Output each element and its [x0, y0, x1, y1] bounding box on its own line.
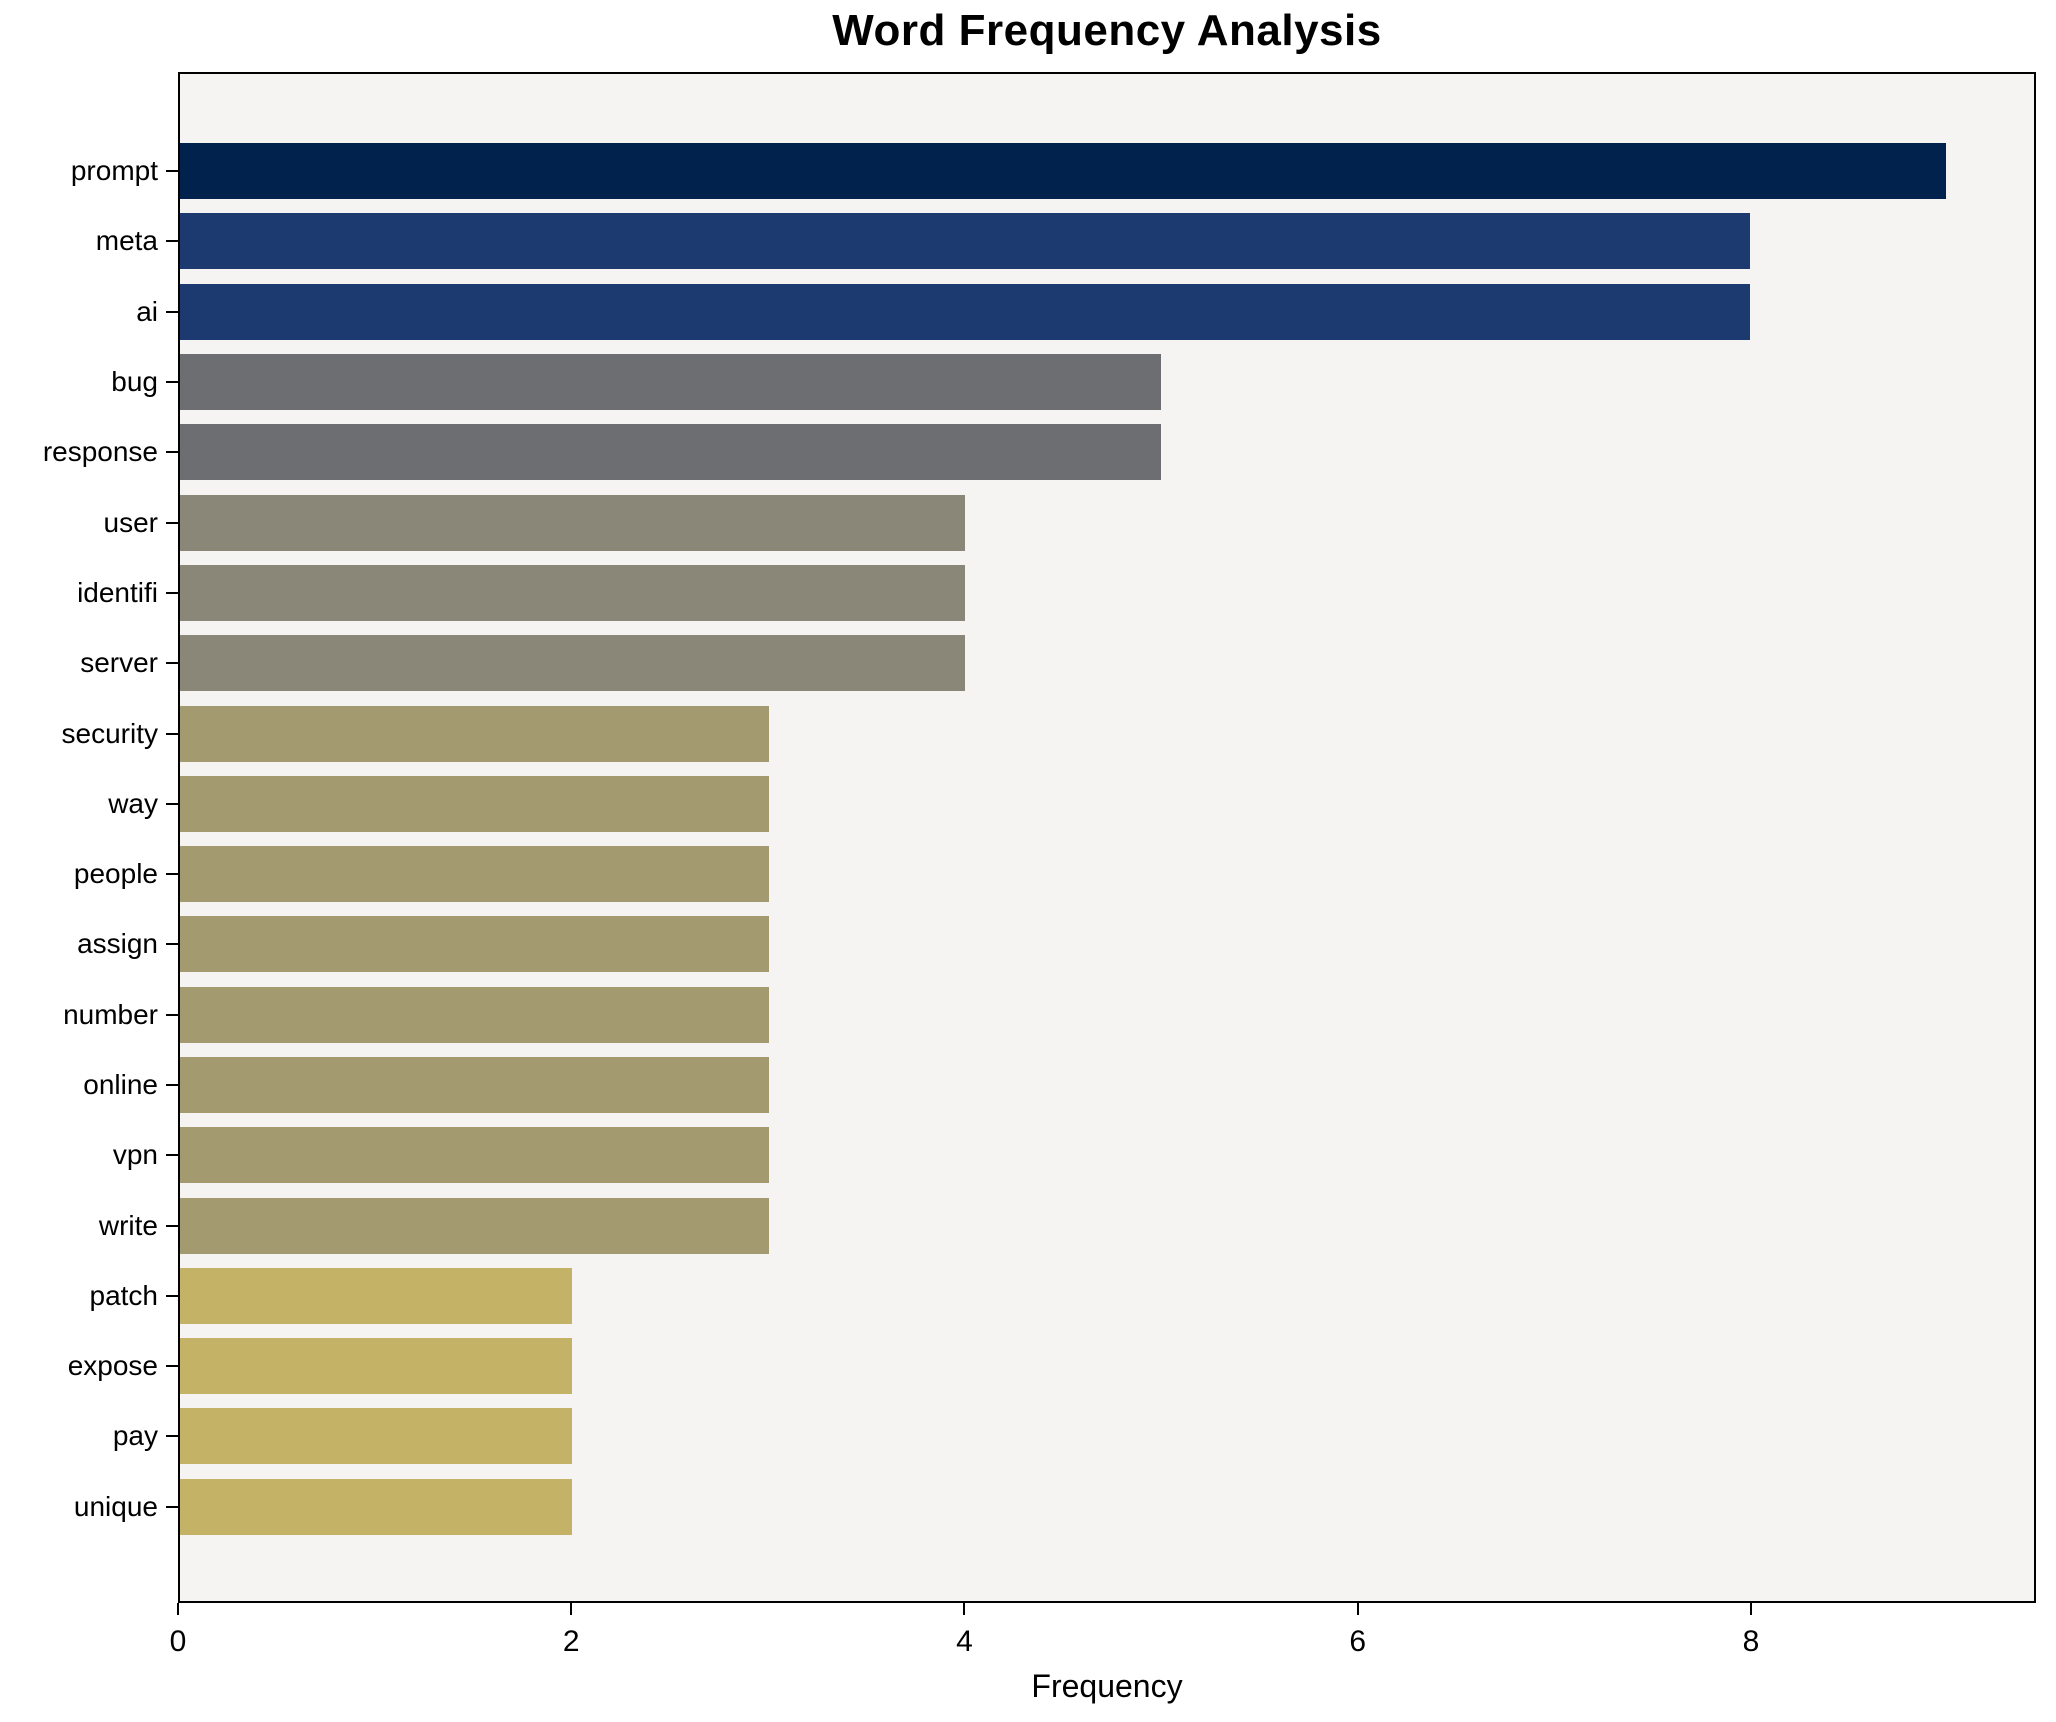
- x-tick-mark: [570, 1603, 573, 1615]
- frequency-bar: [180, 846, 769, 903]
- y-tick-mark: [166, 521, 178, 524]
- frequency-bar: [180, 354, 1161, 411]
- y-tick-mark: [166, 240, 178, 243]
- frequency-bar: [180, 494, 965, 551]
- frequency-bar: [180, 775, 769, 832]
- y-tick-mark: [166, 310, 178, 313]
- bar-row: meta: [96, 206, 2034, 276]
- x-tick-label: 0: [169, 1625, 187, 1658]
- y-tick-label: server: [80, 647, 158, 679]
- frequency-bar: [180, 283, 1750, 340]
- y-tick-label: expose: [67, 1350, 158, 1382]
- bar-row: expose: [68, 1331, 2034, 1401]
- y-tick-mark: [166, 1154, 178, 1157]
- x-axis-title: Frequency: [1031, 1668, 1183, 1704]
- y-tick-mark: [166, 451, 178, 454]
- bar-row: security: [62, 698, 2034, 768]
- y-tick-mark: [166, 1294, 178, 1297]
- x-tick-label: 8: [1742, 1625, 1760, 1658]
- bar-row: pay: [113, 1401, 2034, 1471]
- y-tick-label: vpn: [112, 1139, 158, 1171]
- frequency-bar: [180, 143, 1946, 200]
- y-tick-mark: [166, 732, 178, 735]
- y-tick-label: meta: [95, 225, 158, 257]
- x-tick-mark: [177, 1603, 179, 1615]
- frequency-bar: [180, 1197, 769, 1254]
- bar-row: way: [108, 769, 2034, 839]
- x-tick-label: 2: [562, 1625, 580, 1658]
- bar-row: server: [80, 628, 2034, 698]
- bar-row: online: [83, 1050, 2034, 1120]
- frequency-bar: [180, 705, 769, 762]
- y-tick-mark: [166, 802, 178, 805]
- y-tick-mark: [166, 1224, 178, 1227]
- frequency-bar: [180, 1478, 573, 1535]
- bar-row: patch: [90, 1261, 2034, 1331]
- x-tick-mark: [1749, 1603, 1752, 1615]
- y-tick-label: patch: [89, 1279, 159, 1311]
- bar-row: number: [63, 980, 2034, 1050]
- frequency-bar: [180, 1127, 769, 1184]
- x-tick-mark: [963, 1603, 966, 1615]
- bar-row: vpn: [113, 1120, 2034, 1190]
- frequency-bar: [180, 1408, 573, 1465]
- y-tick-mark: [166, 1013, 178, 1016]
- y-tick-label: unique: [73, 1490, 158, 1522]
- y-tick-label: people: [73, 858, 158, 890]
- frequency-bar: [180, 564, 965, 621]
- y-tick-mark: [166, 381, 178, 384]
- y-tick-label: number: [63, 998, 158, 1030]
- bar-row: prompt: [71, 136, 2034, 206]
- y-tick-mark: [166, 591, 178, 594]
- bar-row: ai: [136, 277, 2034, 347]
- x-tick-mark: [1356, 1603, 1359, 1615]
- y-tick-label: online: [83, 1069, 158, 1100]
- frequency-bar: [180, 424, 1161, 481]
- y-tick-label: prompt: [70, 155, 158, 187]
- frequency-bar: [180, 1267, 573, 1324]
- bar-rows-container: prompt meta ai bug response user identifi serve…: [43, 74, 2034, 1601]
- y-tick-label: way: [108, 787, 158, 819]
- y-tick-label: ai: [136, 295, 158, 327]
- bar-row: assign: [77, 909, 2034, 979]
- y-tick-label: assign: [77, 928, 158, 960]
- y-tick-mark: [166, 1084, 178, 1086]
- y-tick-label: user: [103, 506, 158, 538]
- x-tick-label: 6: [1349, 1625, 1367, 1658]
- y-tick-label: bug: [111, 366, 158, 398]
- y-tick-label: pay: [112, 1420, 158, 1452]
- bar-row: unique: [74, 1472, 2034, 1542]
- y-tick-label: identifi: [77, 576, 158, 608]
- bar-row: response: [43, 417, 2034, 487]
- frequency-bar: [180, 1338, 573, 1395]
- y-tick-mark: [166, 1435, 178, 1438]
- y-tick-mark: [166, 1365, 178, 1368]
- frequency-bar: [180, 1057, 769, 1113]
- bar-row: user: [104, 487, 2034, 557]
- frequency-bar: [180, 916, 769, 973]
- frequency-bar: [180, 213, 1750, 270]
- bar-row: identifi: [77, 558, 2034, 628]
- y-tick-mark: [166, 662, 178, 665]
- x-tick-label: 4: [956, 1625, 973, 1658]
- frequency-bar: [180, 635, 965, 692]
- y-tick-mark: [166, 170, 178, 173]
- bar-row: bug: [111, 347, 2034, 417]
- plot-area: prompt meta ai bug response user identifi serve…: [43, 72, 2036, 1603]
- bar-row: write: [99, 1190, 2034, 1260]
- y-tick-label: response: [42, 436, 158, 468]
- y-tick-label: security: [61, 717, 158, 749]
- y-tick-label: write: [98, 1209, 158, 1241]
- bar-row: people: [74, 839, 2034, 909]
- y-tick-mark: [166, 943, 178, 946]
- x-axis: 0 2 4 6 8: [170, 1603, 2036, 1683]
- frequency-bar: [180, 986, 769, 1043]
- y-tick-mark: [166, 873, 178, 876]
- chart-title: Word Frequency Analysis: [832, 6, 1382, 55]
- y-tick-mark: [166, 1505, 178, 1508]
